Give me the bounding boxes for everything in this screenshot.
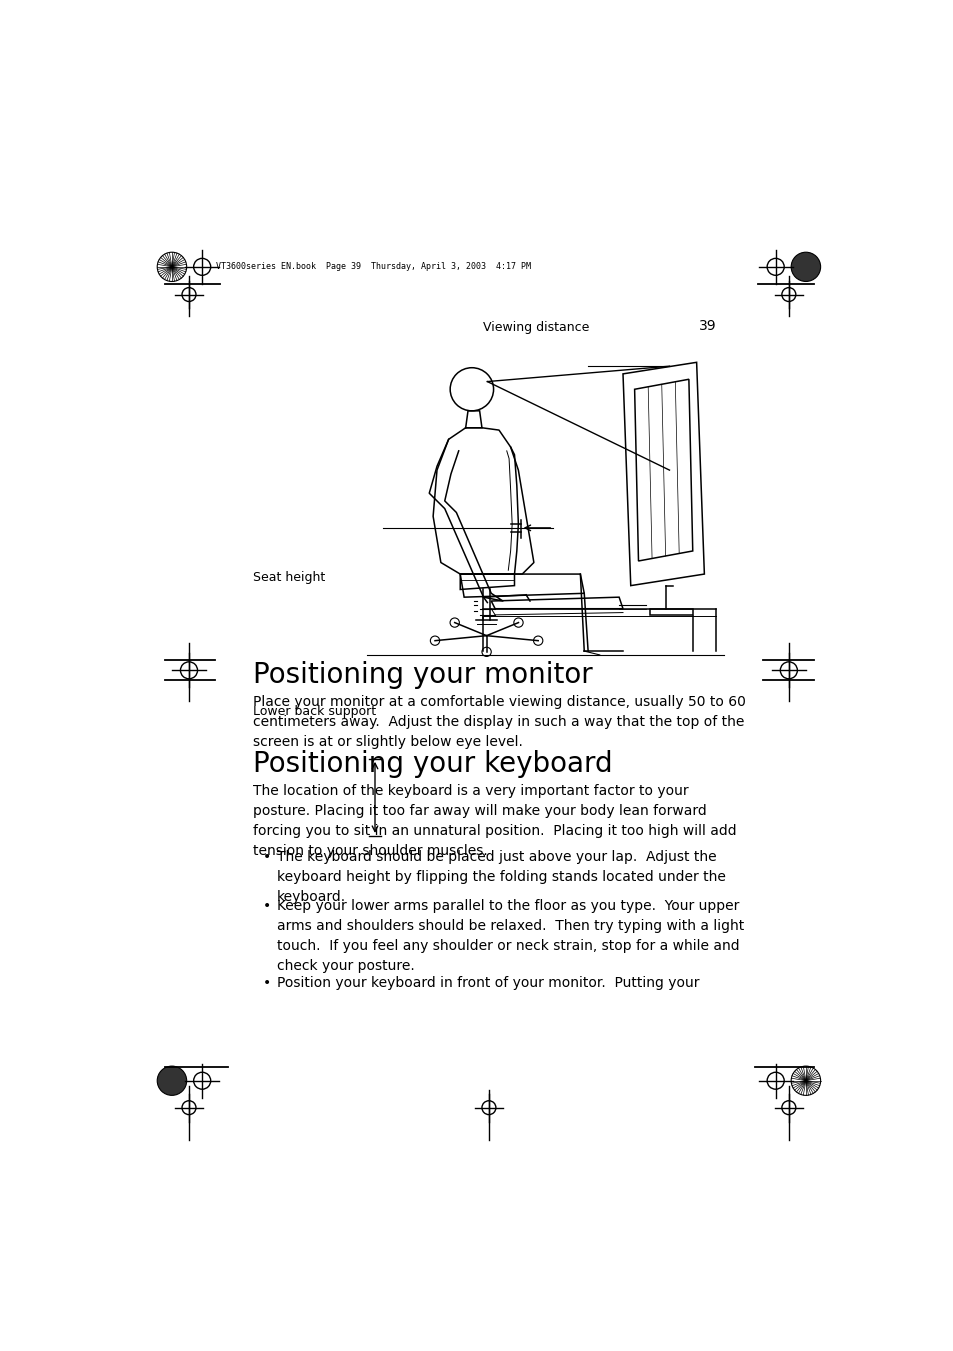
Text: Keep your lower arms parallel to the floor as you type.  Your upper
arms and sho: Keep your lower arms parallel to the flo… xyxy=(276,898,743,973)
Text: Viewing distance: Viewing distance xyxy=(483,322,589,334)
Circle shape xyxy=(157,253,187,281)
Text: 39: 39 xyxy=(699,319,717,334)
Text: Seat height: Seat height xyxy=(253,571,325,585)
Text: Positioning your monitor: Positioning your monitor xyxy=(253,661,593,689)
Text: The location of the keyboard is a very important factor to your
posture. Placing: The location of the keyboard is a very i… xyxy=(253,785,736,858)
Text: Place your monitor at a comfortable viewing distance, usually 50 to 60
centimete: Place your monitor at a comfortable view… xyxy=(253,694,745,748)
Text: The keyboard should be placed just above your lap.  Adjust the
keyboard height b: The keyboard should be placed just above… xyxy=(276,850,724,904)
Text: Lower back support: Lower back support xyxy=(253,705,376,717)
Circle shape xyxy=(157,1066,187,1096)
Circle shape xyxy=(790,253,820,281)
Text: Positioning your keyboard: Positioning your keyboard xyxy=(253,750,613,778)
Text: •: • xyxy=(262,898,271,913)
Circle shape xyxy=(790,1066,820,1096)
Text: Position your keyboard in front of your monitor.  Putting your: Position your keyboard in front of your … xyxy=(276,975,699,990)
Text: •: • xyxy=(262,975,271,990)
Text: •: • xyxy=(262,850,271,863)
Text: VT3600series EN.book  Page 39  Thursday, April 3, 2003  4:17 PM: VT3600series EN.book Page 39 Thursday, A… xyxy=(216,262,531,272)
